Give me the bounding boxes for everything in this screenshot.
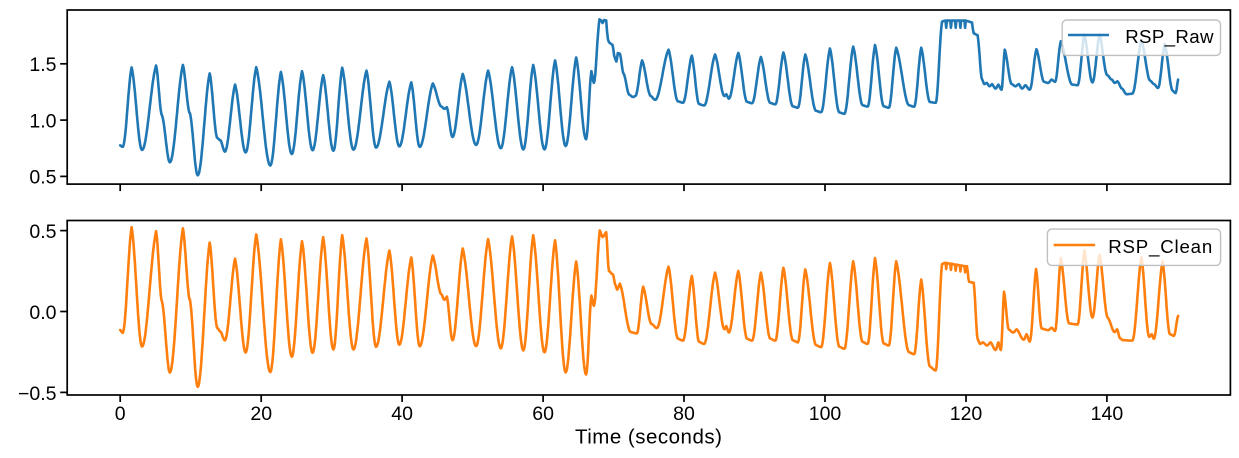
svg-text:1.5: 1.5	[29, 54, 56, 76]
svg-text:−0.5: −0.5	[18, 383, 57, 405]
svg-text:0.0: 0.0	[29, 302, 56, 324]
svg-text:RSP_Clean: RSP_Clean	[1108, 236, 1213, 258]
svg-text:140: 140	[1091, 403, 1124, 425]
svg-text:1.0: 1.0	[29, 110, 56, 132]
svg-text:100: 100	[809, 403, 842, 425]
svg-text:0.5: 0.5	[29, 221, 56, 243]
svg-text:0: 0	[115, 403, 126, 425]
svg-text:40: 40	[391, 403, 413, 425]
svg-text:80: 80	[673, 403, 695, 425]
svg-text:0.5: 0.5	[29, 167, 56, 189]
svg-text:120: 120	[950, 403, 983, 425]
svg-text:20: 20	[250, 403, 272, 425]
svg-text:60: 60	[532, 403, 554, 425]
svg-text:Time (seconds): Time (seconds)	[575, 426, 723, 449]
svg-text:RSP_Raw: RSP_Raw	[1125, 26, 1214, 48]
